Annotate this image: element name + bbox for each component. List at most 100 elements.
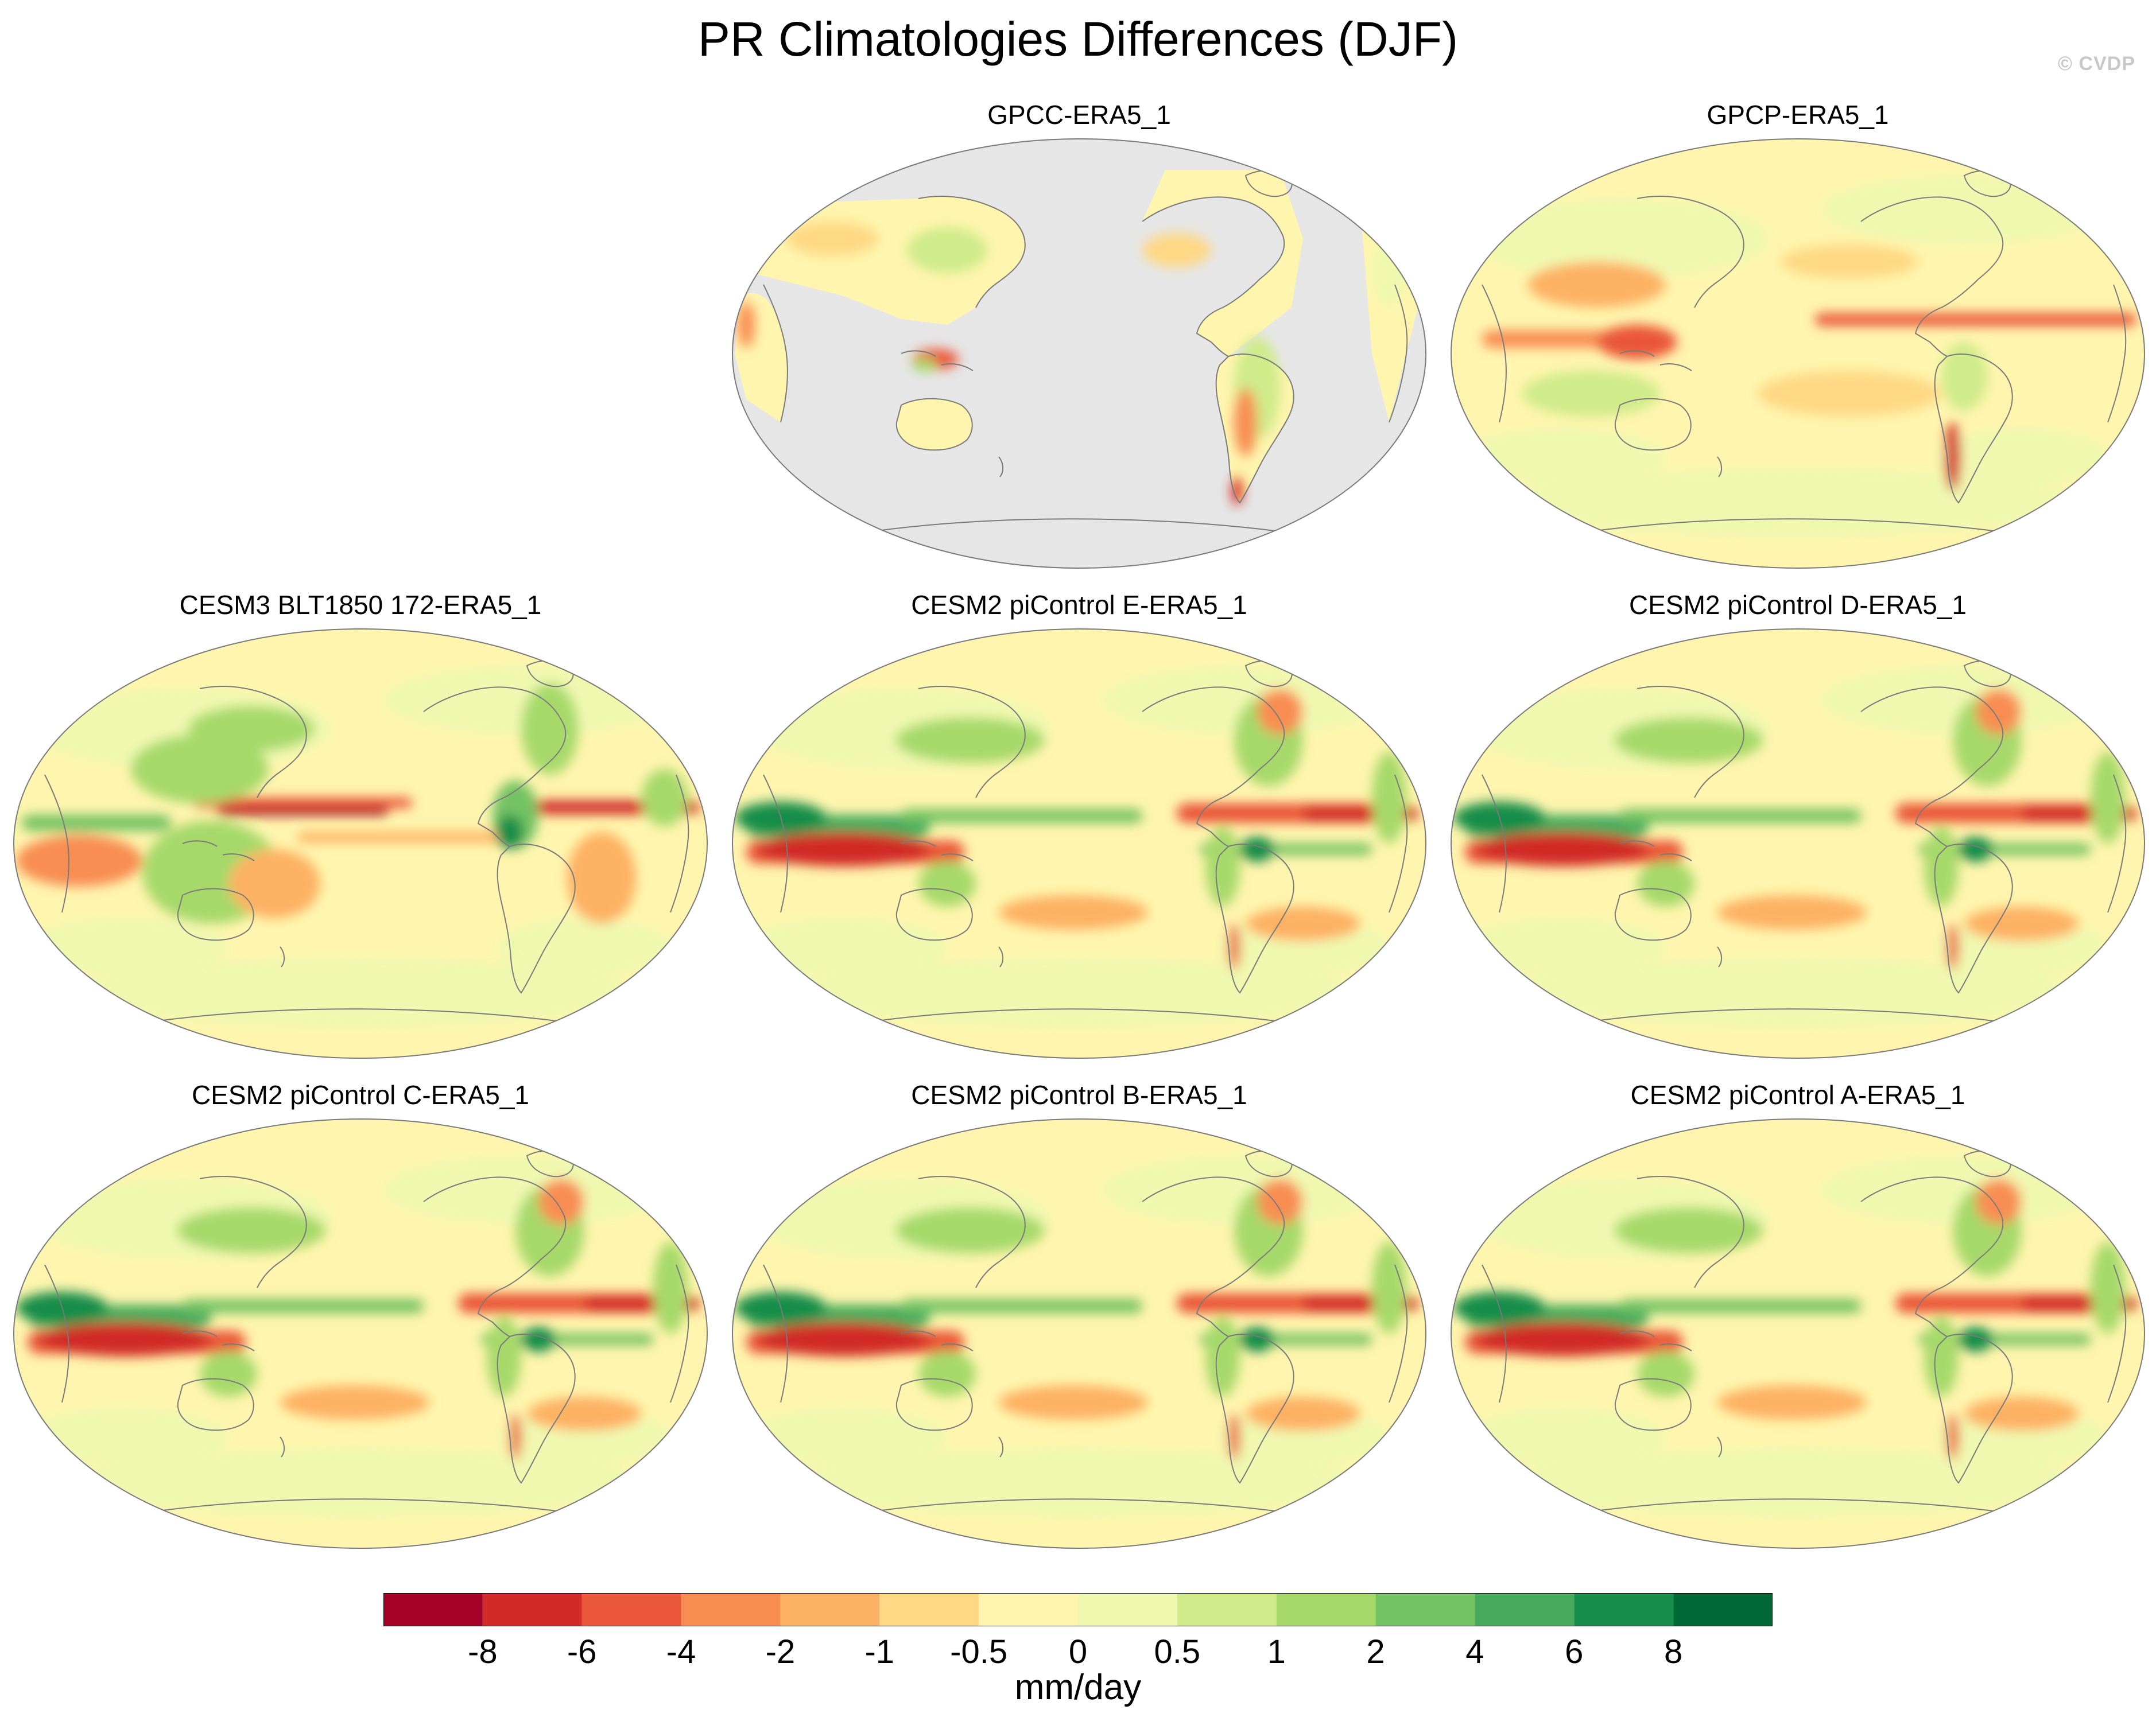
anomaly-patch: [1228, 924, 1240, 970]
coastline: [1934, 844, 2013, 994]
coastline: [177, 1378, 254, 1431]
anomaly-patch: [68, 958, 642, 1027]
colorbar-swatch: [681, 1593, 781, 1626]
colorbar-swatch: [1375, 1593, 1475, 1626]
coastline: [1619, 840, 1692, 861]
map-panel-cesm2d: [1448, 625, 2148, 1062]
anomaly-patch: [1142, 233, 1211, 267]
coastline: [1614, 1378, 1692, 1431]
anomaly-patch: [918, 1351, 976, 1397]
colorbar-units: mm/day: [1014, 1668, 1142, 1707]
anomaly-patch: [1234, 388, 1257, 457]
land-area: [896, 398, 972, 450]
anomaly-band: [1620, 809, 1861, 823]
coastline: [670, 774, 689, 913]
anomaly-patch: [758, 1322, 930, 1357]
coastline: [44, 774, 69, 913]
anomaly-patch: [1936, 428, 2108, 485]
coastline: [423, 1176, 567, 1337]
anomaly-patch: [131, 735, 269, 803]
colorbar-swatch: [482, 1593, 582, 1626]
anomaly-patch: [1964, 907, 2079, 941]
cvdp-credit: © CVDP: [2058, 53, 2135, 75]
anomaly-patch: [1505, 1448, 2079, 1517]
anomaly-patch: [1947, 1414, 1959, 1460]
colorbar-swatch: [780, 1593, 880, 1626]
coastline: [182, 1330, 255, 1351]
map-svg: [732, 1118, 1426, 1549]
map-svg: [13, 628, 708, 1059]
figure-title: PR Climatologies Differences (DJF): [697, 12, 1459, 66]
anomaly-patch: [1459, 918, 1666, 976]
map-panel-cesm2e: [729, 625, 1429, 1062]
coastline: [1614, 398, 1692, 451]
colorbar-swatch: [979, 1593, 1078, 1626]
anomaly-patch: [642, 769, 688, 826]
map-frame: [13, 628, 708, 1059]
coastline: [1637, 686, 1744, 798]
map-frame: [732, 138, 1426, 569]
coastline: [901, 1330, 974, 1351]
anomaly-patch: [1246, 1397, 1360, 1431]
coastline: [998, 456, 1003, 477]
coastline: [1389, 774, 1408, 913]
coastline: [1717, 1436, 1722, 1458]
coastline: [918, 196, 1026, 308]
coastline: [670, 1264, 689, 1403]
colorbar-tick-label: 1: [1267, 1633, 1286, 1670]
anomaly-band: [1620, 1299, 1861, 1313]
anomaly-patch: [1976, 1179, 2022, 1225]
anomaly-band: [297, 832, 515, 842]
panel-title-cesm2a: CESM2 piControl A-ERA5_1: [1630, 1080, 1965, 1110]
map-panel-cesm2b: [729, 1116, 1429, 1552]
coastline: [199, 1176, 307, 1288]
anomaly-patch: [999, 1385, 1148, 1420]
anomaly-patch: [1471, 199, 1769, 279]
anomaly-patch: [1372, 1242, 1406, 1334]
anomaly-patch: [1522, 371, 1660, 417]
anomaly-band: [901, 1299, 1142, 1313]
anomaly-patch: [39, 1322, 211, 1357]
map-panel-cesm3: [10, 625, 711, 1062]
coastline: [1860, 1176, 2004, 1337]
anomaly-patch: [895, 1207, 1045, 1253]
anomaly-patch: [228, 849, 320, 918]
colorbar-tick-label: -6: [567, 1633, 597, 1670]
anomaly-patch: [1257, 1179, 1303, 1225]
anomaly-patch: [22, 1408, 228, 1466]
coastline: [918, 686, 1026, 798]
coastline: [1142, 1176, 1285, 1337]
colorbar-swatch: [581, 1593, 681, 1626]
anomaly-patch: [1959, 837, 1993, 862]
anomaly-patch: [1228, 1414, 1240, 1460]
anomaly-patch: [1964, 1397, 2079, 1431]
anomaly-patch: [740, 1408, 947, 1466]
map-svg: [1451, 1118, 2145, 1549]
colorbar-tick-label: -4: [666, 1633, 696, 1670]
anomaly-patch: [1459, 1408, 1666, 1466]
coastline: [1215, 1334, 1294, 1484]
colorbar-tick-label: 8: [1664, 1633, 1683, 1670]
map-svg: [13, 1118, 708, 1549]
coastline: [44, 1264, 69, 1403]
map-frame: [1451, 628, 2145, 1059]
anomaly-band: [22, 815, 171, 831]
anomaly-patch: [1941, 342, 1987, 411]
coastline: [1717, 946, 1722, 968]
anomaly-patch: [1246, 907, 1360, 941]
coastline: [1717, 456, 1722, 477]
coastline: [1482, 284, 1507, 423]
coastline: [1482, 1264, 1507, 1403]
colorbar-tick-label: 4: [1465, 1633, 1484, 1670]
anomaly-patch: [487, 1316, 521, 1397]
anomaly-patch: [999, 895, 1148, 930]
anomaly-patch: [1597, 325, 1677, 359]
colorbar-tick-label: 0: [1068, 1633, 1088, 1670]
anomaly-patch: [912, 358, 937, 372]
coastline: [423, 686, 567, 847]
anomaly-patch: [1231, 477, 1243, 506]
coastline: [763, 1264, 788, 1403]
anomaly-patch: [1959, 1327, 1993, 1352]
colorbar-tick-label: 6: [1565, 1633, 1584, 1670]
anomaly-patch: [1505, 468, 2079, 537]
